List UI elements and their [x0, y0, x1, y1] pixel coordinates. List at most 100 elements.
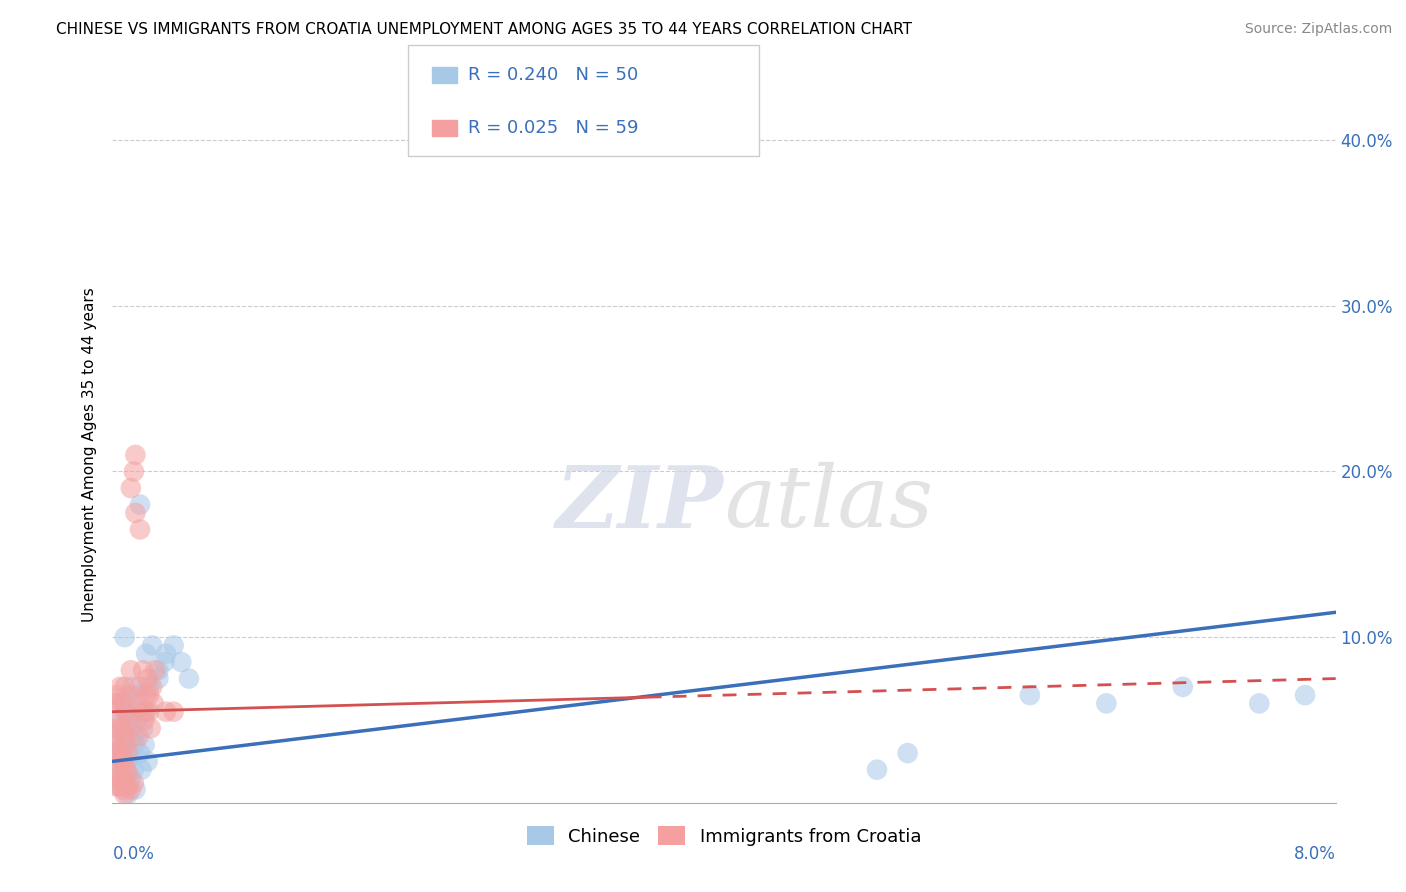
Point — [129, 498, 152, 512]
Legend: Chinese, Immigrants from Croatia: Chinese, Immigrants from Croatia — [520, 819, 928, 853]
Text: Source: ZipAtlas.com: Source: ZipAtlas.com — [1244, 22, 1392, 37]
Point — [1171, 680, 1194, 694]
Point — [148, 672, 170, 686]
Point — [143, 663, 166, 677]
Point — [112, 755, 135, 769]
Point — [131, 763, 153, 777]
Point — [111, 697, 134, 711]
Point — [132, 663, 155, 677]
Point — [112, 755, 135, 769]
Point — [136, 755, 159, 769]
Point — [121, 721, 143, 735]
Point — [177, 672, 200, 686]
Point — [107, 746, 129, 760]
Point — [125, 713, 148, 727]
Point — [122, 730, 145, 744]
Point — [107, 779, 129, 793]
Point — [141, 680, 163, 694]
Point — [170, 655, 193, 669]
Point — [131, 705, 153, 719]
Point — [1095, 697, 1118, 711]
Point — [120, 746, 142, 760]
Point — [117, 713, 139, 727]
Point — [114, 776, 136, 790]
Point — [112, 763, 135, 777]
Point — [135, 688, 157, 702]
Point — [141, 639, 163, 653]
Point — [139, 721, 162, 735]
Point — [107, 713, 129, 727]
Y-axis label: Unemployment Among Ages 35 to 44 years: Unemployment Among Ages 35 to 44 years — [82, 287, 97, 623]
Point — [134, 713, 156, 727]
Point — [132, 721, 155, 735]
Point — [105, 763, 128, 777]
Point — [117, 766, 139, 780]
Point — [111, 771, 134, 785]
Point — [135, 647, 157, 661]
Point — [122, 776, 145, 790]
Point — [114, 788, 136, 802]
Text: CHINESE VS IMMIGRANTS FROM CROATIA UNEMPLOYMENT AMONG AGES 35 TO 44 YEARS CORREL: CHINESE VS IMMIGRANTS FROM CROATIA UNEMP… — [56, 22, 912, 37]
Point — [155, 647, 177, 661]
Point — [122, 465, 145, 479]
Text: 8.0%: 8.0% — [1294, 845, 1336, 863]
Point — [108, 680, 131, 694]
Point — [117, 779, 139, 793]
Point — [120, 663, 142, 677]
Point — [121, 680, 143, 694]
Point — [1249, 697, 1271, 711]
Point — [111, 721, 134, 735]
Point — [108, 713, 131, 727]
Point — [124, 782, 146, 797]
Point — [112, 697, 135, 711]
Point — [138, 688, 160, 702]
Point — [120, 771, 142, 785]
Point — [120, 782, 142, 797]
Point — [142, 697, 165, 711]
Point — [120, 481, 142, 495]
Point — [138, 705, 160, 719]
Point — [127, 688, 149, 702]
Point — [105, 688, 128, 702]
Point — [124, 506, 146, 520]
Point — [114, 738, 136, 752]
Point — [866, 763, 889, 777]
Point — [105, 721, 128, 735]
Point — [118, 721, 141, 735]
Point — [108, 763, 131, 777]
Point — [107, 755, 129, 769]
Point — [105, 771, 128, 785]
Point — [148, 663, 170, 677]
Point — [115, 730, 138, 744]
Point — [104, 746, 127, 760]
Point — [124, 738, 146, 752]
Text: R = 0.240   N = 50: R = 0.240 N = 50 — [468, 66, 638, 84]
Point — [117, 788, 139, 802]
Point — [138, 680, 160, 694]
Point — [107, 730, 129, 744]
Point — [153, 655, 176, 669]
Point — [135, 705, 157, 719]
Text: R = 0.025   N = 59: R = 0.025 N = 59 — [468, 119, 638, 136]
Point — [155, 705, 177, 719]
Point — [115, 738, 138, 752]
Point — [124, 448, 146, 462]
Point — [115, 705, 138, 719]
Point — [127, 730, 149, 744]
Text: 0.0%: 0.0% — [112, 845, 155, 863]
Point — [111, 746, 134, 760]
Point — [163, 639, 186, 653]
Point — [118, 688, 141, 702]
Point — [129, 746, 152, 760]
Point — [117, 746, 139, 760]
Point — [134, 705, 156, 719]
Point — [108, 779, 131, 793]
Point — [1294, 688, 1316, 702]
Point — [105, 738, 128, 752]
Text: ZIP: ZIP — [557, 462, 724, 545]
Point — [134, 738, 156, 752]
Point — [117, 755, 139, 769]
Point — [103, 730, 125, 744]
Point — [114, 705, 136, 719]
Point — [117, 697, 139, 711]
